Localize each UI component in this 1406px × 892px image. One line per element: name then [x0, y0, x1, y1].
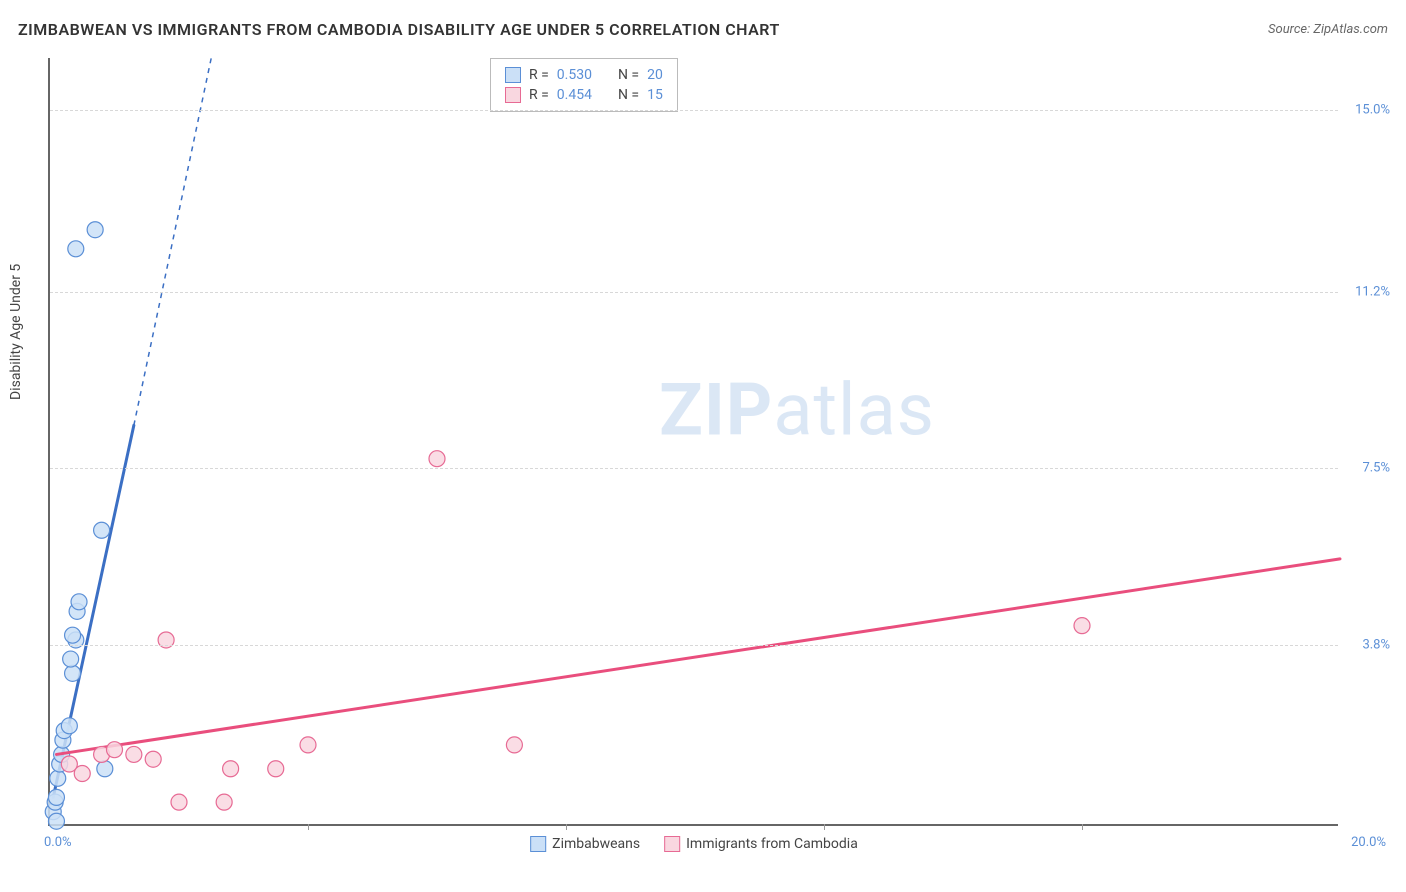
legend-row-blue: R = 0.530 N = 20: [505, 65, 663, 85]
gridline: [50, 468, 1338, 469]
r-value: 0.530: [557, 67, 592, 83]
correlation-legend: R = 0.530 N = 20 R = 0.454 N = 15: [490, 58, 678, 112]
legend-item-cambodia: Immigrants from Cambodia: [664, 836, 858, 852]
n-label: N =: [618, 67, 639, 83]
legend-label: Immigrants from Cambodia: [686, 836, 858, 852]
chart-header: ZIMBABWEAN VS IMMIGRANTS FROM CAMBODIA D…: [18, 20, 1388, 39]
n-label: N =: [618, 87, 639, 103]
y-axis-label: Disability Age Under 5: [8, 264, 24, 400]
swatch-pink-icon: [505, 87, 521, 103]
x-tick: [308, 824, 309, 830]
n-value: 20: [647, 67, 663, 83]
legend-item-zimbabweans: Zimbabweans: [530, 836, 640, 852]
x-axis-max-label: 20.0%: [1351, 835, 1386, 850]
x-tick: [566, 824, 567, 830]
y-tick-label: 11.2%: [1355, 284, 1390, 299]
x-tick: [1082, 824, 1083, 830]
legend-label: Zimbabweans: [552, 836, 640, 852]
swatch-blue-icon: [530, 836, 546, 852]
gridline: [50, 110, 1338, 111]
y-tick-label: 3.8%: [1362, 637, 1390, 652]
chart-source: Source: ZipAtlas.com: [1268, 22, 1388, 37]
y-tick-label: 7.5%: [1362, 461, 1390, 476]
r-label: R =: [529, 87, 549, 103]
chart-title: ZIMBABWEAN VS IMMIGRANTS FROM CAMBODIA D…: [18, 20, 780, 39]
gridline: [50, 292, 1338, 293]
n-value: 15: [647, 87, 663, 103]
swatch-blue-icon: [505, 67, 521, 83]
r-label: R =: [529, 67, 549, 83]
series-legend: Zimbabweans Immigrants from Cambodia: [530, 836, 858, 852]
plot-area: ZIPatlas R = 0.530 N = 20 R = 0.454 N = …: [48, 58, 1338, 826]
r-value: 0.454: [557, 87, 592, 103]
x-axis-min-label: 0.0%: [44, 835, 72, 850]
x-tick: [824, 824, 825, 830]
gridline: [50, 645, 1338, 646]
swatch-pink-icon: [664, 836, 680, 852]
y-tick-label: 15.0%: [1355, 103, 1390, 118]
legend-row-pink: R = 0.454 N = 15: [505, 85, 663, 105]
chart-svg: [50, 58, 1338, 824]
